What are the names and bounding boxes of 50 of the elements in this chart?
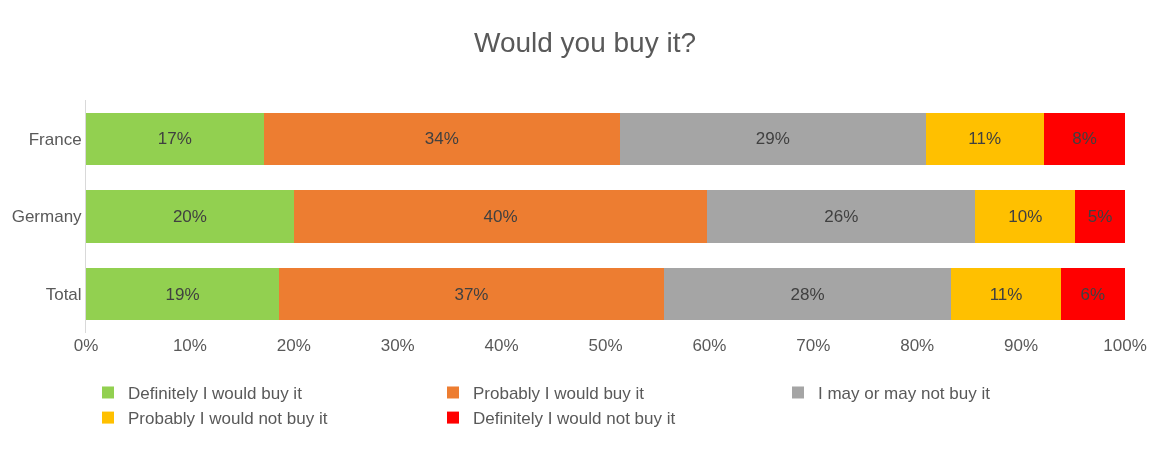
x-tick-label: 70% bbox=[796, 336, 831, 355]
bar bbox=[263, 112, 621, 165]
y-tick-label: Total bbox=[45, 285, 82, 305]
x-tick-label: 20% bbox=[276, 336, 311, 355]
bar bbox=[86, 268, 280, 321]
bar bbox=[86, 190, 294, 243]
data-label: 8% bbox=[1072, 129, 1097, 149]
bar bbox=[663, 268, 952, 321]
bar bbox=[1075, 190, 1125, 243]
bar bbox=[620, 112, 926, 165]
x-tick-label: 30% bbox=[380, 336, 415, 355]
bar bbox=[925, 112, 1044, 165]
bar bbox=[1043, 112, 1125, 165]
chart-title: Would you buy it? bbox=[473, 27, 697, 59]
data-label: 11% bbox=[968, 129, 1002, 149]
data-label: 10% bbox=[1008, 207, 1043, 226]
y-tick-label: Germany bbox=[11, 207, 83, 227]
legend-label: Probably I would not buy it bbox=[128, 409, 328, 429]
x-tick-label: 60% bbox=[692, 336, 727, 355]
bar bbox=[707, 190, 976, 243]
x-tick-label: 50% bbox=[588, 336, 623, 355]
data-label: 29% bbox=[755, 129, 790, 149]
x-tick-label: 40% bbox=[484, 336, 519, 355]
bar bbox=[279, 268, 664, 321]
data-label: 17% bbox=[157, 129, 192, 149]
bar bbox=[951, 268, 1061, 321]
bar bbox=[86, 112, 264, 165]
x-tick-label: 10% bbox=[172, 336, 207, 355]
data-label: 5% bbox=[1087, 207, 1113, 226]
data-label: 26% bbox=[824, 207, 859, 226]
x-tick-label: 100% bbox=[1103, 336, 1147, 355]
data-label: 20% bbox=[172, 207, 207, 226]
bar bbox=[975, 190, 1076, 243]
x-tick-label: 0% bbox=[73, 336, 99, 355]
x-tick-label: 80% bbox=[900, 336, 935, 355]
legend-label: Definitely I would buy it bbox=[128, 384, 303, 404]
data-label: 6% bbox=[1080, 284, 1106, 304]
data-label: 40% bbox=[483, 207, 518, 226]
data-label: 19% bbox=[165, 284, 200, 304]
legend-label: Probably I would buy it bbox=[473, 384, 645, 404]
y-tick-label: France bbox=[28, 129, 82, 149]
legend-label: I may or may not buy it bbox=[818, 384, 991, 404]
data-label: 28% bbox=[790, 284, 825, 304]
bar bbox=[293, 190, 708, 243]
bar bbox=[1060, 268, 1125, 321]
data-label: 34% bbox=[424, 129, 459, 149]
data-label: 37% bbox=[454, 284, 489, 304]
data-label: 11% bbox=[989, 284, 1023, 304]
x-tick-label: 90% bbox=[1004, 336, 1039, 355]
legend-label: Definitely I would not buy it bbox=[473, 409, 676, 429]
